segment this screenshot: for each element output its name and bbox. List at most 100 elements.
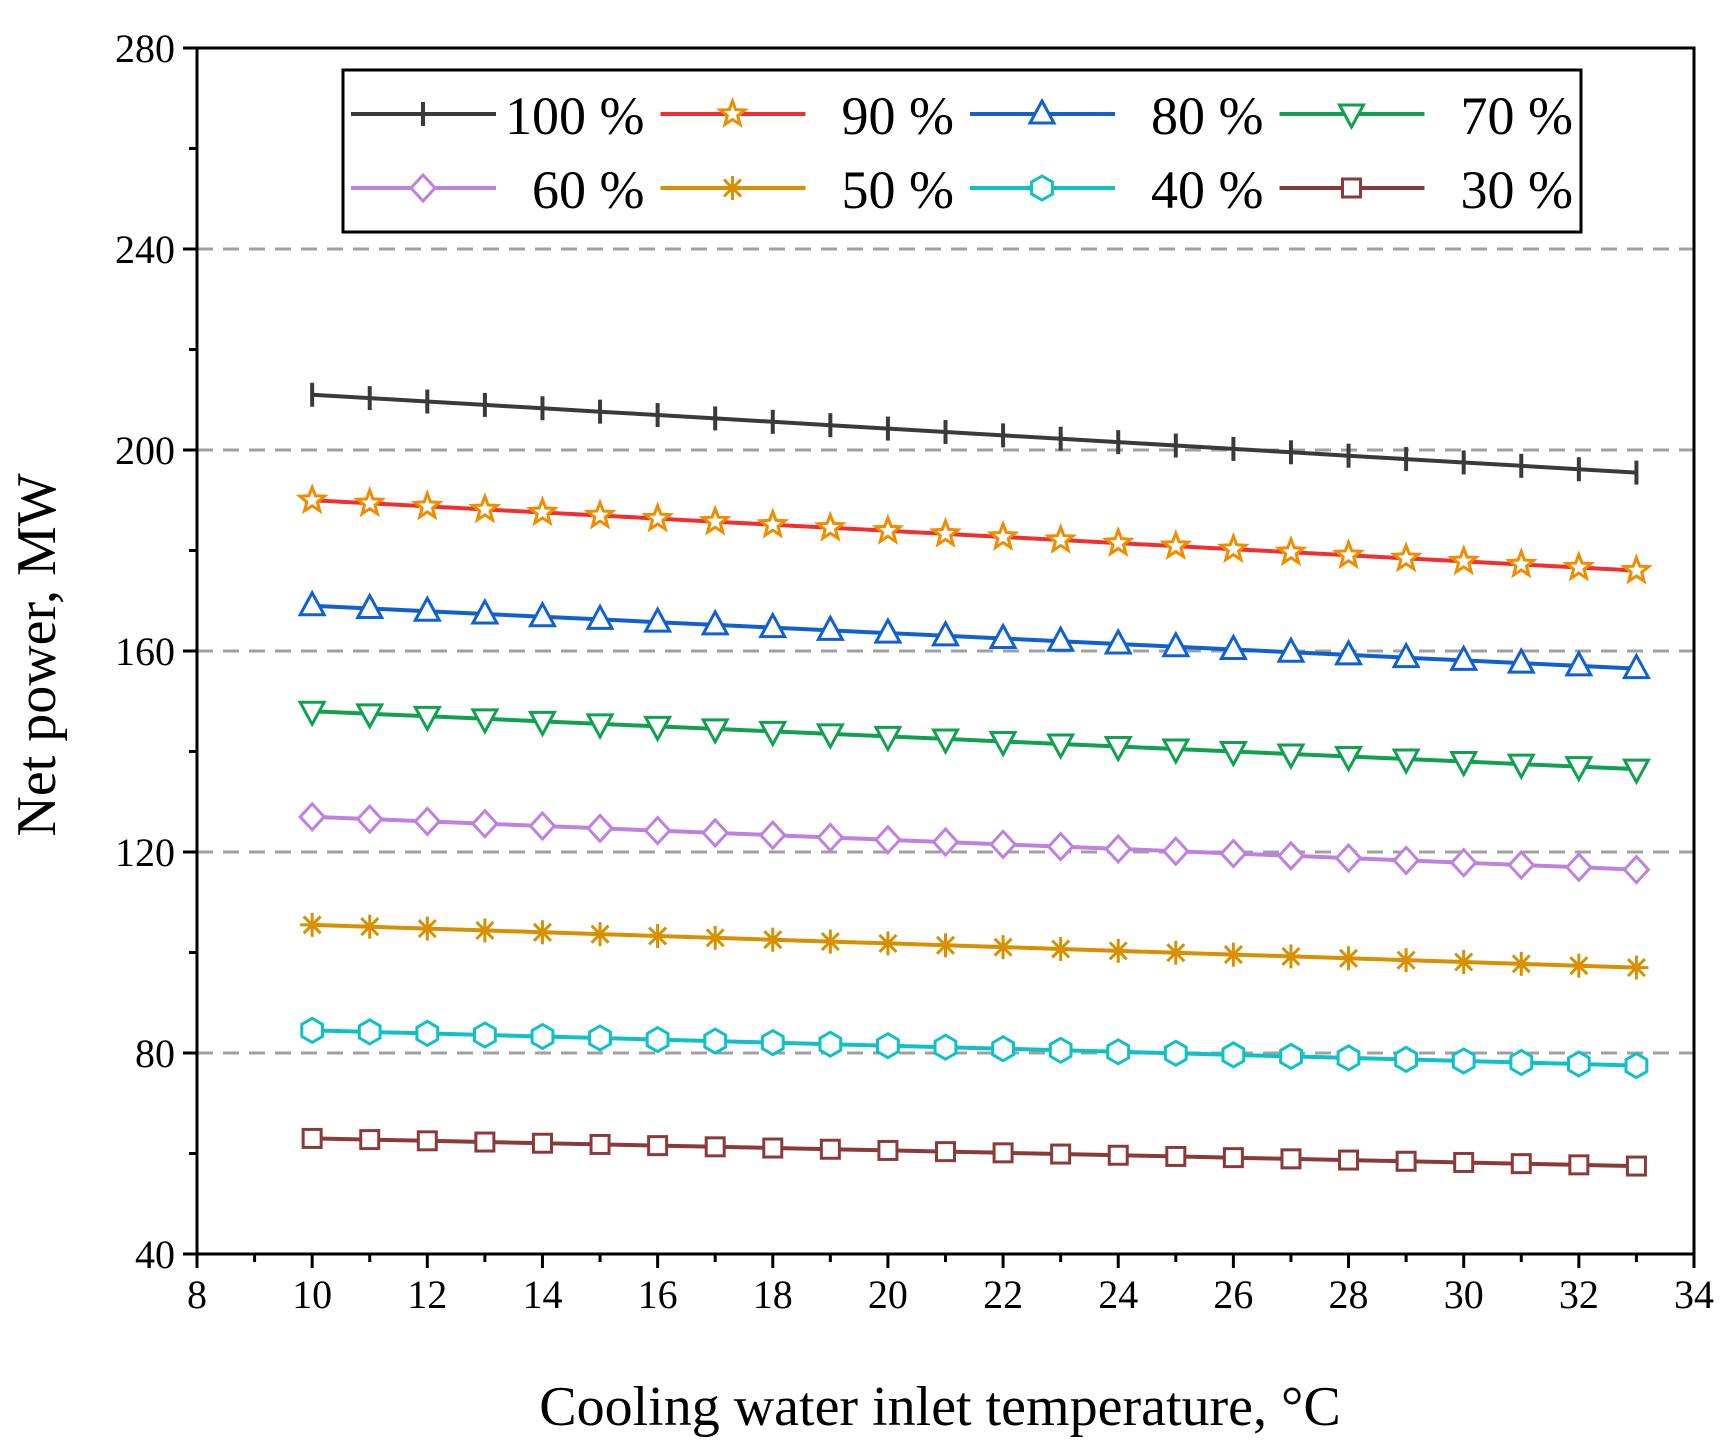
data-point bbox=[1219, 838, 1248, 869]
data-point bbox=[585, 813, 615, 844]
asterisk-stroke bbox=[935, 935, 956, 955]
data-point bbox=[1394, 1045, 1418, 1074]
data-point bbox=[875, 931, 900, 956]
x-tick-label-16: 16 bbox=[638, 1272, 678, 1317]
data-point bbox=[1449, 644, 1479, 671]
legend-item-2: 80 % bbox=[970, 86, 1264, 146]
data-point bbox=[645, 1025, 670, 1054]
x-tick-label-28: 28 bbox=[1329, 1272, 1369, 1317]
data-point bbox=[527, 600, 557, 628]
data-point bbox=[1222, 1147, 1244, 1169]
asterisk-stroke bbox=[878, 933, 898, 953]
data-point bbox=[698, 504, 732, 536]
data-point bbox=[1106, 938, 1131, 963]
data-point bbox=[1274, 534, 1308, 567]
y-tick-label-160: 160 bbox=[115, 629, 175, 674]
data-point bbox=[1506, 646, 1536, 674]
data-point bbox=[1564, 649, 1594, 677]
data-point bbox=[1447, 544, 1481, 576]
asterisk-stroke bbox=[1626, 958, 1646, 978]
data-point bbox=[355, 803, 384, 835]
legend-label: 60 % bbox=[532, 160, 644, 220]
data-point bbox=[641, 501, 675, 533]
x-tick-label-8: 8 bbox=[187, 1272, 207, 1317]
data-point bbox=[1048, 937, 1073, 962]
legend-item-6: 40 % bbox=[970, 160, 1264, 220]
data-point bbox=[1332, 538, 1365, 570]
data-point bbox=[357, 1018, 382, 1046]
legend-item-1: 90 % bbox=[660, 86, 954, 146]
data-point bbox=[700, 608, 730, 636]
x-tick-label-32: 32 bbox=[1559, 1272, 1599, 1317]
x-tick-label-18: 18 bbox=[753, 1272, 793, 1317]
asterisk-stroke bbox=[1281, 946, 1301, 966]
data-point bbox=[814, 510, 847, 542]
data-point bbox=[1165, 1145, 1187, 1167]
data-point bbox=[473, 1021, 497, 1049]
series-0 bbox=[310, 382, 1639, 485]
data-point bbox=[530, 1022, 555, 1051]
asterisk-stroke bbox=[993, 937, 1013, 957]
legend-label: 50 % bbox=[842, 160, 954, 220]
asterisk-stroke bbox=[1454, 952, 1474, 972]
data-point bbox=[1104, 833, 1133, 865]
data-point bbox=[357, 914, 382, 939]
data-point bbox=[1280, 1148, 1302, 1170]
data-point bbox=[933, 933, 958, 958]
series-line bbox=[312, 392, 1637, 475]
legend-item-5: 50 % bbox=[660, 160, 954, 220]
series-7 bbox=[301, 1127, 1647, 1177]
series-4 bbox=[298, 801, 1651, 885]
y-tick-label-120: 120 bbox=[115, 830, 175, 875]
series-line bbox=[312, 709, 1637, 772]
x-axis-title: Cooling water inlet temperature, °C bbox=[539, 1376, 1341, 1438]
data-point bbox=[1336, 946, 1361, 971]
data-point bbox=[647, 1135, 669, 1157]
x-tick-label-26: 26 bbox=[1213, 1272, 1253, 1317]
data-point bbox=[871, 513, 905, 545]
data-point bbox=[1392, 845, 1421, 876]
data-point bbox=[700, 718, 730, 746]
data-point bbox=[412, 705, 442, 733]
data-point bbox=[873, 824, 902, 855]
series-2 bbox=[297, 589, 1651, 680]
data-point bbox=[1562, 550, 1596, 582]
legend: 100 % 90 % 80 % 70 % 60 % 50 % 40 % 30 % bbox=[341, 68, 1583, 234]
data-point bbox=[756, 507, 790, 539]
x-tick-label-22: 22 bbox=[983, 1272, 1023, 1317]
data-point bbox=[472, 918, 497, 943]
data-point bbox=[758, 720, 788, 748]
legend-item-7: 30 % bbox=[1279, 160, 1573, 220]
y-tick-label-200: 200 bbox=[115, 428, 175, 473]
series-line bbox=[312, 814, 1637, 872]
legend-marker bbox=[1030, 174, 1054, 202]
data-point bbox=[355, 703, 385, 730]
data-point bbox=[526, 495, 559, 527]
data-point bbox=[1395, 1150, 1417, 1172]
legend-label: 80 % bbox=[1151, 86, 1263, 146]
data-point bbox=[1046, 733, 1076, 761]
data-point bbox=[1103, 627, 1133, 655]
data-point bbox=[1334, 842, 1363, 874]
data-point bbox=[758, 611, 788, 639]
data-point bbox=[643, 606, 673, 633]
data-point bbox=[1279, 1042, 1303, 1071]
data-point bbox=[1276, 840, 1306, 872]
data-point bbox=[1506, 753, 1536, 781]
data-point bbox=[1449, 847, 1478, 878]
data-point bbox=[760, 927, 785, 952]
data-point bbox=[1391, 641, 1421, 669]
data-point bbox=[988, 730, 1018, 758]
data-point bbox=[930, 728, 961, 756]
data-point bbox=[1389, 541, 1423, 573]
asterisk-stroke bbox=[648, 926, 668, 946]
asterisk-stroke bbox=[475, 920, 495, 940]
legend-label: 100 % bbox=[505, 86, 644, 146]
data-point bbox=[1509, 1048, 1534, 1077]
data-point bbox=[298, 801, 327, 833]
data-point bbox=[300, 912, 325, 937]
data-point bbox=[760, 1028, 785, 1057]
data-point bbox=[528, 810, 557, 842]
data-point bbox=[1050, 1143, 1072, 1165]
data-point bbox=[1216, 531, 1250, 564]
